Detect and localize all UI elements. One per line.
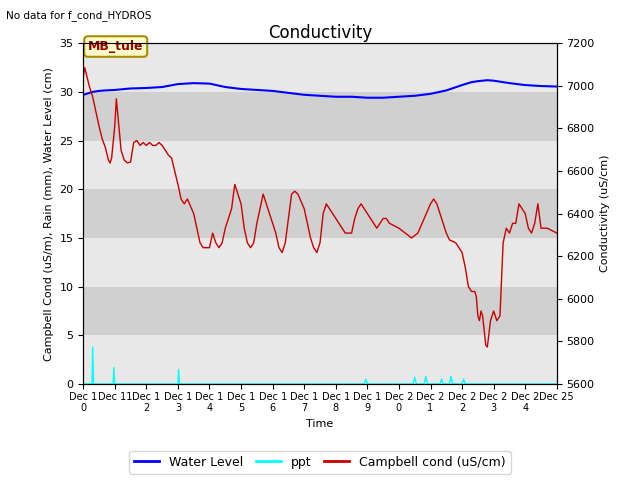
Y-axis label: Conductivity (uS/cm): Conductivity (uS/cm) <box>600 155 611 272</box>
Title: Conductivity: Conductivity <box>268 24 372 42</box>
Text: MB_tule: MB_tule <box>88 40 143 53</box>
Legend: Water Level, ppt, Campbell cond (uS/cm): Water Level, ppt, Campbell cond (uS/cm) <box>129 451 511 474</box>
Y-axis label: Campbell Cond (uS/m), Rain (mm), Water Level (cm): Campbell Cond (uS/m), Rain (mm), Water L… <box>44 67 54 360</box>
Bar <box>83 189 557 238</box>
Bar <box>83 92 557 141</box>
X-axis label: Time: Time <box>307 419 333 429</box>
Bar <box>83 287 557 336</box>
Text: No data for f_cond_HYDROS: No data for f_cond_HYDROS <box>6 10 152 21</box>
